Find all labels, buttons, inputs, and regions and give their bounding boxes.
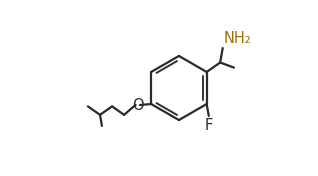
Text: F: F <box>205 118 213 133</box>
Text: NH₂: NH₂ <box>224 31 251 46</box>
Text: O: O <box>132 98 144 113</box>
